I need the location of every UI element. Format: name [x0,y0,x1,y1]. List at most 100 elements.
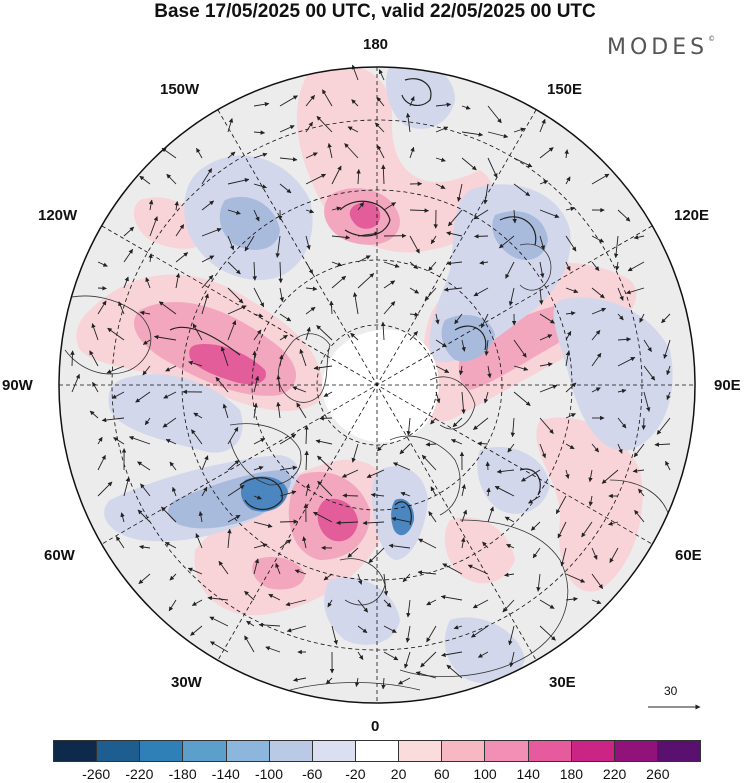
longitude-label-30e: 30E [549,674,576,691]
longitude-label-30w: 30W [171,674,202,691]
wind-vector [383,301,396,315]
wind-vector [409,146,415,159]
wind-vector [506,543,515,549]
wind-vector [435,339,447,348]
wind-vector [442,563,463,575]
wind-vector [227,426,239,445]
wind-vector [513,183,531,197]
wind-vector [418,538,437,549]
wind-vector [316,115,333,133]
wind-vector [404,651,411,669]
wind-vector [617,313,624,321]
wind-vector [498,235,515,249]
wind-vector [383,573,389,596]
colorbar-swatch [442,741,486,761]
wind-vector [279,157,298,162]
wind-vector [331,275,347,289]
wind-vector [172,486,177,497]
wind-vector [253,521,273,528]
wind-vector [305,173,327,185]
wind-vector [149,216,158,237]
longitude-label-0: 0 [371,718,380,735]
wind-vector [323,391,333,397]
wind-vector [617,443,623,454]
wind-vector [292,386,307,393]
wind-vector [377,443,385,452]
wind-vector [362,520,385,526]
wind-vector [370,492,385,498]
wind-vector [331,625,338,645]
wind-vector [453,625,463,630]
wind-vector [565,261,571,272]
wind-vector [115,536,125,549]
wind-vector [164,541,177,549]
wind-vector [137,509,151,523]
wind-vector [175,224,185,237]
longitude-label-120e: 120E [674,207,710,224]
colorbar-swatch [183,741,227,761]
wind-vector [137,461,151,471]
wind-vector [305,326,311,341]
longitude-label-120w: 120W [38,207,78,224]
wind-vector [253,402,258,419]
brand-copyright-mark: © [708,35,716,43]
wind-vector [188,360,203,367]
wind-vector [565,469,570,479]
wind-vector [477,651,489,658]
longitude-label-150e: 150E [547,81,583,98]
wind-vector [91,323,99,341]
wind-vector [275,235,281,258]
wind-vector [638,488,645,497]
wind-vector [201,455,209,471]
wind-vector [473,287,489,297]
wind-vector [513,157,533,168]
wind-vector [175,252,189,263]
colorbar-swatch [355,741,400,761]
wind-vector [383,280,396,289]
wind-vector [643,339,652,352]
wind-vector [305,483,311,497]
wind-vector [227,177,250,185]
wind-vector [227,484,245,497]
wind-vector [539,417,554,434]
wind-vector [327,599,333,608]
wind-vector [456,183,463,202]
wind-vector [435,183,446,189]
wind-vector [329,300,334,315]
wind-vector [139,544,151,550]
wind-vector [538,287,544,305]
wind-vector [252,261,257,281]
colorbar-swatch [571,741,615,761]
wind-vector [591,261,600,272]
wind-vector [617,388,627,394]
wind-vector [299,348,307,367]
wind-vector [357,599,369,613]
wind-vector [565,596,578,602]
wind-vector [275,562,281,575]
wind-vector [536,573,541,592]
wind-vector [169,461,177,471]
wind-vector [322,89,333,107]
longitude-label-60w: 60W [44,547,75,564]
longitude-label-180: 180 [363,36,389,53]
wind-vector [111,391,125,399]
wind-vector [331,206,342,211]
colorbar-tick-label: 100 [473,766,497,782]
colorbar [53,740,701,762]
wind-vector [165,365,177,372]
wind-vector [539,362,553,367]
wind-vector [666,391,671,401]
wind-vector [665,460,671,471]
wind-vector [166,173,177,185]
wind-vector [258,622,281,628]
wind-vector [107,327,125,341]
wind-vector [227,287,244,304]
wind-vector [196,147,203,159]
wind-vector [421,454,437,471]
wind-vector [192,323,203,341]
wind-vector [227,320,237,341]
wind-vector [539,625,556,641]
wind-vector [305,152,318,159]
wind-vector [279,519,299,524]
wind-vector [153,334,177,341]
